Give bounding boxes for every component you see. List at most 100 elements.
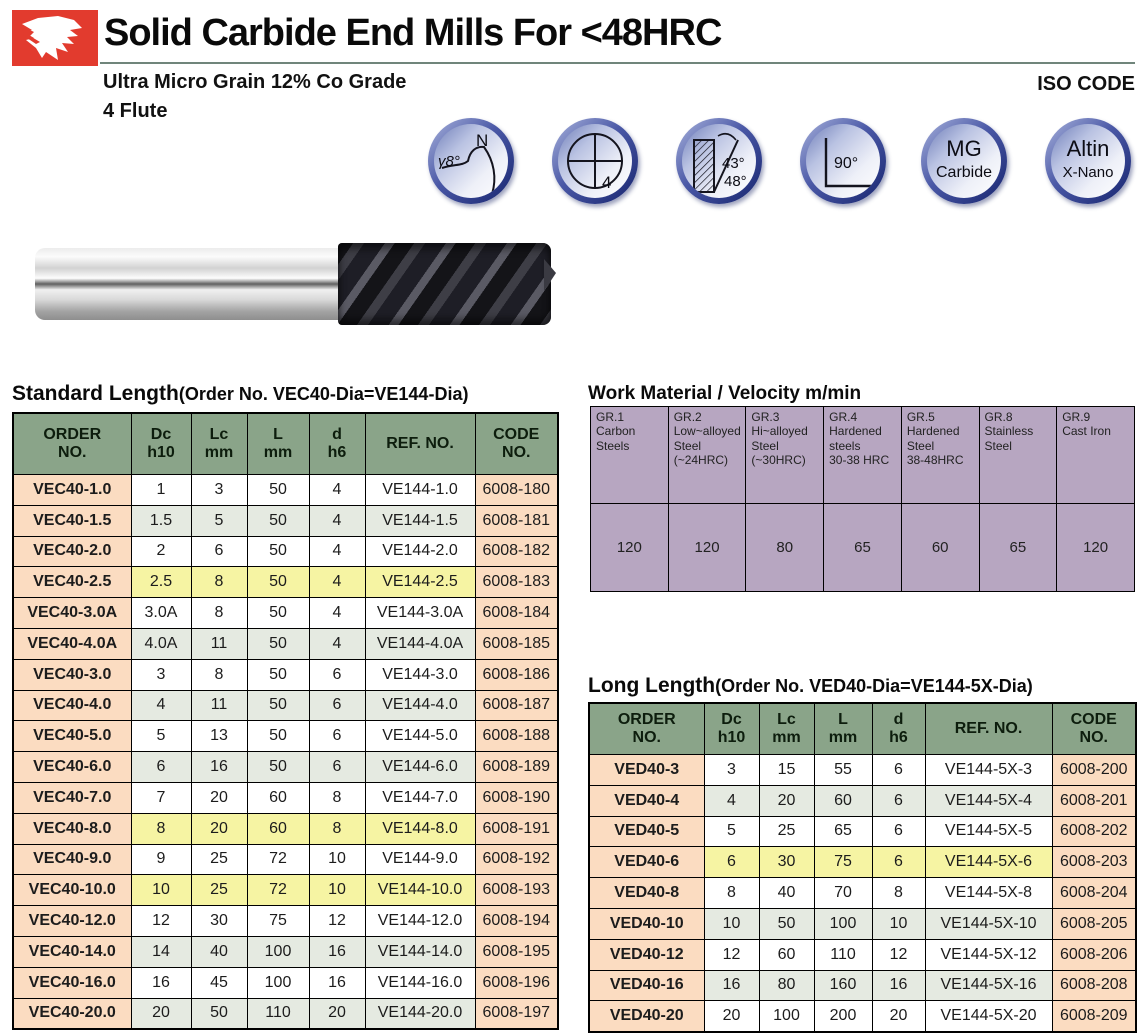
cell-ref: VE144-5X-4 bbox=[924, 784, 1053, 817]
cell-dc: 14 bbox=[130, 935, 192, 968]
cell-dc: 12 bbox=[703, 938, 760, 971]
table-row: VEC40-20.0 20 50 110 20 VE144-20.0 6008-197 bbox=[12, 997, 559, 1030]
table-row: VED40-16 16 80 160 16 VE144-5X-16 6008-208 bbox=[588, 969, 1137, 1002]
cell-lc: 100 bbox=[758, 1000, 815, 1033]
table-row: VEC40-16.0 16 45 100 16 VE144-16.0 6008-196 bbox=[12, 966, 559, 999]
long-length-table: ORDER NO. Dc h10 Lc mm L mm d h6 REF. NO. CODE… bbox=[588, 702, 1137, 1034]
cell-order: VEC40-7.0 bbox=[12, 781, 132, 814]
velocity-value: 65 bbox=[823, 503, 902, 592]
table-row: VEC40-9.0 9 25 72 10 VE144-9.0 6008-192 bbox=[12, 843, 559, 876]
cell-lc: 40 bbox=[190, 935, 248, 968]
cell-lc: 6 bbox=[190, 535, 248, 568]
cell-ref: VE144-6.0 bbox=[364, 751, 476, 783]
cell-ref: VE144-5X-16 bbox=[924, 969, 1053, 1002]
column-header: L mm bbox=[246, 412, 310, 475]
cell-dc: 1.5 bbox=[130, 504, 192, 537]
cell-lc: 25 bbox=[758, 815, 815, 848]
cell-ref: VE144-5X-10 bbox=[924, 907, 1053, 940]
cell-d: 10 bbox=[308, 874, 366, 907]
cell-dc: 4 bbox=[703, 784, 760, 817]
cell-code: 6008-186 bbox=[474, 658, 559, 691]
cell-l: 75 bbox=[813, 846, 873, 879]
cell-lc: 13 bbox=[190, 720, 248, 753]
cell-dc: 20 bbox=[703, 1000, 760, 1033]
cell-l: 100 bbox=[813, 907, 873, 940]
cell-d: 16 bbox=[871, 969, 926, 1002]
cell-order: VEC40-1.5 bbox=[12, 504, 132, 537]
cell-ref: VE144-14.0 bbox=[364, 935, 476, 968]
cell-dc: 3 bbox=[130, 658, 192, 691]
cell-order: VEC40-1.0 bbox=[12, 474, 132, 506]
cell-l: 50 bbox=[246, 751, 310, 783]
table-header-row: ORDER NO. Dc h10 Lc mm L mm d h6 REF. NO. CODE… bbox=[588, 702, 1137, 755]
cell-d: 4 bbox=[308, 504, 366, 537]
work-material-column: GR.5 Hardened Steel 38-48HRC bbox=[900, 406, 980, 504]
rake-angle-icon: N γ8° bbox=[428, 118, 514, 204]
cell-l: 60 bbox=[246, 781, 310, 814]
cell-code: 6008-206 bbox=[1051, 938, 1137, 971]
cell-order: VED40-6 bbox=[588, 846, 705, 879]
cell-lc: 60 bbox=[758, 938, 815, 971]
cell-code: 6008-190 bbox=[474, 781, 559, 814]
table-row: VEC40-12.0 12 30 75 12 VE144-12.0 6008-194 bbox=[12, 905, 559, 937]
cell-ref: VE144-1.0 bbox=[364, 474, 476, 506]
cell-d: 6 bbox=[308, 658, 366, 691]
cell-ref: VE144-5X-3 bbox=[924, 754, 1053, 786]
cell-code: 6008-197 bbox=[474, 997, 559, 1030]
cell-l: 50 bbox=[246, 535, 310, 568]
cell-dc: 6 bbox=[703, 846, 760, 879]
cell-order: VEC40-8.0 bbox=[12, 812, 132, 845]
cell-order: VED40-10 bbox=[588, 907, 705, 940]
cell-dc: 16 bbox=[130, 966, 192, 999]
table-row: VEC40-2.5 2.5 8 50 4 VE144-2.5 6008-183 bbox=[12, 566, 559, 599]
cell-lc: 30 bbox=[190, 905, 248, 937]
carbide-grade-icon: MG Carbide bbox=[921, 118, 1007, 204]
velocity-value: 80 bbox=[745, 503, 825, 592]
cell-code: 6008-183 bbox=[474, 566, 559, 599]
cell-dc: 6 bbox=[130, 751, 192, 783]
cell-dc: 2 bbox=[130, 535, 192, 568]
cell-d: 12 bbox=[871, 938, 926, 971]
cell-lc: 20 bbox=[190, 812, 248, 845]
cell-l: 65 bbox=[813, 815, 873, 848]
cell-dc: 8 bbox=[130, 812, 192, 845]
table-row: VED40-6 6 30 75 6 VE144-5X-6 6008-203 bbox=[588, 846, 1137, 879]
cell-order: VEC40-3.0 bbox=[12, 658, 132, 691]
cell-code: 6008-200 bbox=[1051, 754, 1137, 786]
table-row: VEC40-3.0A 3.0A 8 50 4 VE144-3.0A 6008-184 bbox=[12, 597, 559, 629]
cell-order: VEC40-2.0 bbox=[12, 535, 132, 568]
cell-ref: VE144-10.0 bbox=[364, 874, 476, 907]
cell-d: 6 bbox=[871, 815, 926, 848]
cell-dc: 3.0A bbox=[130, 597, 192, 629]
table-row: VED40-10 10 50 100 10 VE144-5X-10 6008-205 bbox=[588, 907, 1137, 940]
cell-dc: 2.5 bbox=[130, 566, 192, 599]
table-row: VED40-8 8 40 70 8 VE144-5X-8 6008-204 bbox=[588, 877, 1137, 909]
table-row: VEC40-14.0 14 40 100 16 VE144-14.0 6008-195 bbox=[12, 935, 559, 968]
cell-dc: 7 bbox=[130, 781, 192, 814]
velocity-value: 120 bbox=[590, 503, 669, 592]
cell-order: VED40-4 bbox=[588, 784, 705, 817]
cell-order: VED40-12 bbox=[588, 938, 705, 971]
cell-order: VEC40-16.0 bbox=[12, 966, 132, 999]
table-row: VEC40-1.5 1.5 5 50 4 VE144-1.5 6008-181 bbox=[12, 504, 559, 537]
coating-icon: Altin X-Nano bbox=[1045, 118, 1131, 204]
cell-ref: VE144-16.0 bbox=[364, 966, 476, 999]
table-row: VED40-5 5 25 65 6 VE144-5X-5 6008-202 bbox=[588, 815, 1137, 848]
cell-lc: 8 bbox=[190, 597, 248, 629]
cell-order: VED40-16 bbox=[588, 969, 705, 1002]
work-material-column: GR.4 Hardened steels 30-38 HRC bbox=[823, 406, 902, 504]
cell-code: 6008-203 bbox=[1051, 846, 1137, 879]
table-row: VED40-3 3 15 55 6 VE144-5X-3 6008-200 bbox=[588, 754, 1137, 786]
cell-l: 50 bbox=[246, 474, 310, 506]
cell-order: VED40-20 bbox=[588, 1000, 705, 1033]
cell-l: 110 bbox=[246, 997, 310, 1030]
column-header: CODE NO. bbox=[1051, 702, 1137, 755]
cell-dc: 4 bbox=[130, 689, 192, 722]
endmill-tip bbox=[544, 259, 556, 291]
cell-code: 6008-205 bbox=[1051, 907, 1137, 940]
cell-ref: VE144-9.0 bbox=[364, 843, 476, 876]
cell-code: 6008-204 bbox=[1051, 877, 1137, 909]
work-material-heading: Work Material / Velocity m/min bbox=[588, 383, 862, 404]
cell-l: 72 bbox=[246, 843, 310, 876]
cell-code: 6008-208 bbox=[1051, 969, 1137, 1002]
